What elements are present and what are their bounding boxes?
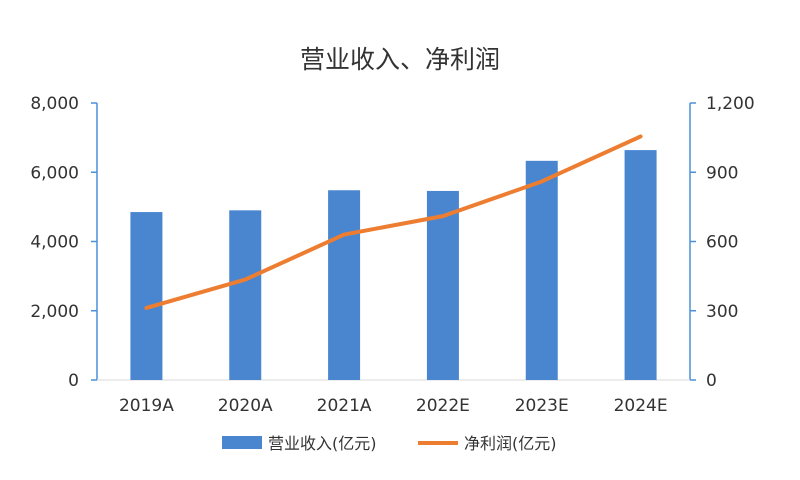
x-axis-tick-label: 2022E (416, 396, 470, 416)
revenue-bar (229, 210, 262, 380)
revenue-bars (130, 150, 657, 380)
legend-label-revenue: 营业收入(亿元) (268, 434, 377, 453)
x-axis-tick-label: 2021A (317, 396, 372, 416)
right-axis-tick-label: 0 (706, 371, 717, 391)
legend: 营业收入(亿元) 净利润(亿元) (222, 434, 557, 453)
right-axis-tick-label: 900 (706, 163, 738, 183)
left-axis-tick-label: 8,000 (30, 94, 79, 114)
legend-swatch-revenue (222, 436, 262, 449)
left-axis-tick-label: 0 (68, 371, 79, 391)
revenue-bar (624, 150, 657, 380)
legend-label-net-profit: 净利润(亿元) (464, 434, 557, 453)
revenue-bar (525, 160, 558, 380)
revenue-bar (328, 190, 361, 380)
left-axis-tick-label: 2,000 (30, 302, 79, 322)
x-axis-tick-label: 2023E (515, 396, 569, 416)
axes: 0 2,000 4,000 6,000 8,000 0 300 600 900 1,200 (30, 94, 754, 391)
right-axis-tick-label: 300 (706, 302, 738, 322)
x-axis-labels: 2019A 2020A 2021A 2022E 2023E 2024E (119, 396, 668, 416)
net-profit-polyline (144, 134, 643, 310)
x-axis-tick-label: 2024E (614, 396, 668, 416)
right-axis-tick-label: 1,200 (706, 94, 755, 114)
right-axis-tick-label: 600 (706, 233, 738, 253)
x-axis-tick-label: 2020A (218, 396, 273, 416)
chart-title: 营业收入、净利润 (300, 45, 500, 74)
left-axis-tick-label: 4,000 (30, 233, 79, 253)
revenue-bar (130, 212, 163, 380)
net-profit-line (144, 134, 643, 310)
revenue-bar (426, 190, 459, 380)
left-axis-tick-label: 6,000 (30, 163, 79, 183)
x-axis-tick-label: 2019A (119, 396, 174, 416)
